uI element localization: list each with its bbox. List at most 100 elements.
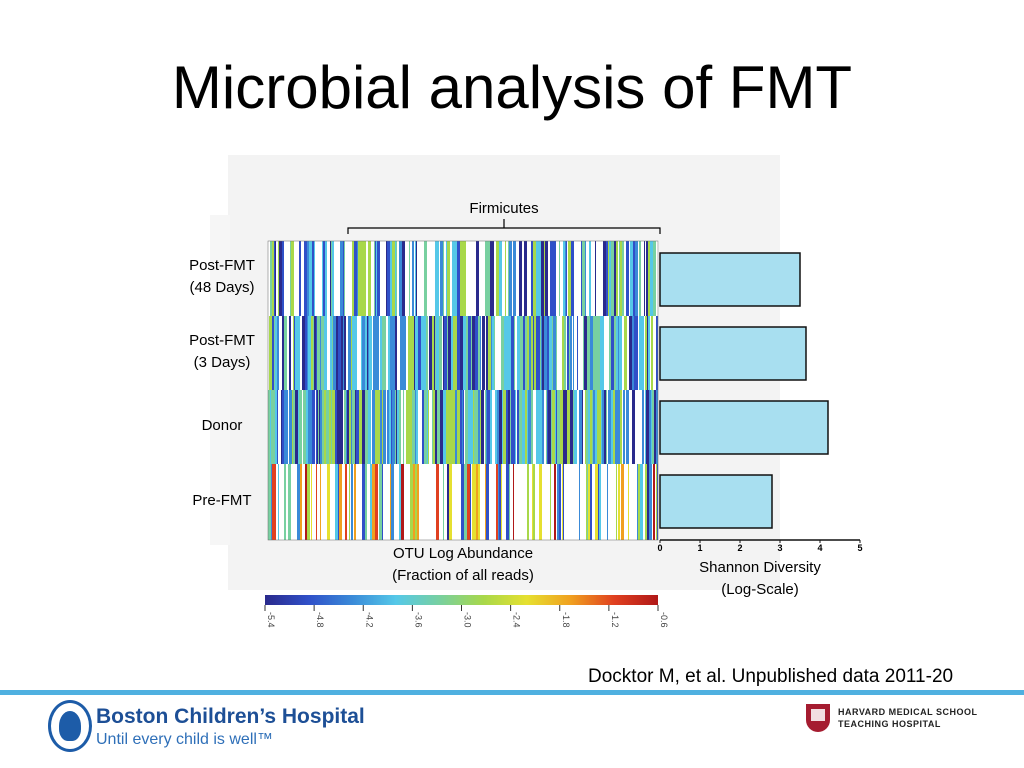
heatmap-cell — [617, 464, 618, 540]
heatmap-cell — [642, 316, 643, 390]
heatmap-cell — [609, 316, 611, 390]
heatmap-cell — [567, 464, 570, 540]
heatmap-cell — [361, 316, 362, 390]
heatmap-cell — [446, 390, 449, 464]
heatmap-cell — [268, 241, 270, 316]
heatmap-cell — [464, 390, 465, 464]
heatmap-cell — [415, 316, 418, 390]
heatmap-cell — [619, 241, 620, 316]
heatmap-cell — [372, 241, 374, 316]
hms-line: TEACHING HOSPITAL — [838, 719, 941, 729]
heatmap-cell — [505, 464, 506, 540]
heatmap-cell — [453, 316, 454, 390]
heatmap-cell — [395, 241, 396, 316]
heatmap-cell — [390, 316, 393, 390]
heatmap-cell — [553, 241, 556, 316]
heatmap-cell — [616, 464, 617, 540]
heatmap-cell — [465, 390, 468, 464]
heatmap-cell — [399, 390, 401, 464]
heatmap-cell — [570, 390, 573, 464]
heatmap-cell — [344, 241, 345, 316]
heatmap-cell — [351, 316, 352, 390]
heatmap-cell — [647, 316, 648, 390]
heatmap-cell — [295, 390, 298, 464]
heatmap-cell — [394, 464, 396, 540]
heatmap-cell — [291, 316, 293, 390]
heatmap-cell — [380, 241, 383, 316]
heatmap-cell — [427, 241, 428, 316]
heatmap-cell — [544, 316, 547, 390]
heatmap-cell — [346, 316, 348, 390]
heatmap-cell — [647, 241, 648, 316]
heatmap-cell — [297, 241, 299, 316]
heatmap-cell — [638, 316, 639, 390]
heatmap-cell — [498, 464, 499, 540]
heatmap-cell — [486, 464, 489, 540]
heatmap-cell — [531, 390, 533, 464]
heatmap-cell — [556, 316, 557, 390]
row-label-pre-fmt: Pre-FMT — [172, 490, 272, 512]
heatmap-cell — [440, 390, 443, 464]
heatmap-cell — [581, 241, 582, 316]
heatmap-cell — [572, 316, 573, 390]
heatmap-cell — [390, 464, 391, 540]
heatmap-cell — [600, 316, 602, 390]
heatmap-cell — [464, 464, 467, 540]
colorbar-tick-label: -0.6 — [659, 612, 669, 628]
heatmap-cell — [508, 241, 509, 316]
heatmap-cell — [443, 390, 446, 464]
heatmap-cell — [511, 390, 512, 464]
bar-axis-label-line: (Log-Scale) — [721, 581, 799, 598]
heatmap-cell — [303, 464, 305, 540]
heatmap-cell — [376, 316, 377, 390]
heatmap-cell — [365, 390, 366, 464]
heatmap-cell — [622, 241, 624, 316]
heatmap-cell — [270, 241, 272, 316]
heatmap-cell — [408, 241, 409, 316]
row-label-post-fmt-3: Post-FMT (3 Days) — [172, 330, 272, 374]
slide-title: Microbial analysis of FMT — [171, 54, 853, 121]
heatmap-cell — [614, 316, 616, 390]
heatmap-cell — [638, 241, 639, 316]
heatmap-cell — [421, 316, 423, 390]
bar-x-tick-label: 1 — [697, 543, 702, 553]
heatmap-cell — [330, 464, 333, 540]
heatmap-cell — [485, 316, 486, 390]
heatmap-cell — [408, 316, 409, 390]
heatmap-cell — [415, 241, 416, 316]
heatmap-cell — [410, 464, 413, 540]
heatmap-cell — [606, 241, 608, 316]
heatmap-cell — [474, 390, 477, 464]
heatmap-cell — [472, 316, 475, 390]
heatmap-cell — [620, 390, 622, 464]
heatmap-cell — [583, 316, 584, 390]
heatmap-cell — [502, 241, 505, 316]
heatmap-cell — [405, 241, 408, 316]
heatmap-cell — [473, 464, 476, 540]
heatmap-cell — [497, 241, 499, 316]
heatmap-cell — [371, 241, 372, 316]
abundance-colorbar — [265, 595, 658, 605]
heatmap-cell — [377, 241, 380, 316]
heatmap-cell — [490, 390, 492, 464]
heatmap-cell — [546, 390, 547, 464]
heatmap-cell — [653, 241, 656, 316]
heatmap-cell — [564, 464, 567, 540]
heatmap-cell — [601, 464, 603, 540]
heatmap-cell — [577, 464, 579, 540]
heatmap-cell — [439, 241, 440, 316]
heatmap-cell — [539, 390, 542, 464]
heatmap-cell — [380, 390, 382, 464]
heatmap-cell — [508, 390, 510, 464]
heatmap-cell — [450, 241, 452, 316]
heatmap-cell — [309, 390, 310, 464]
heatmap-cell — [588, 390, 590, 464]
heatmap-cell — [289, 390, 292, 464]
heatmap-cell — [639, 241, 641, 316]
heatmap-cell — [646, 390, 647, 464]
heatmap-cell — [422, 464, 424, 540]
heatmap-cell — [502, 390, 503, 464]
heatmap-cell — [480, 390, 481, 464]
heatmap-cell — [556, 464, 557, 540]
